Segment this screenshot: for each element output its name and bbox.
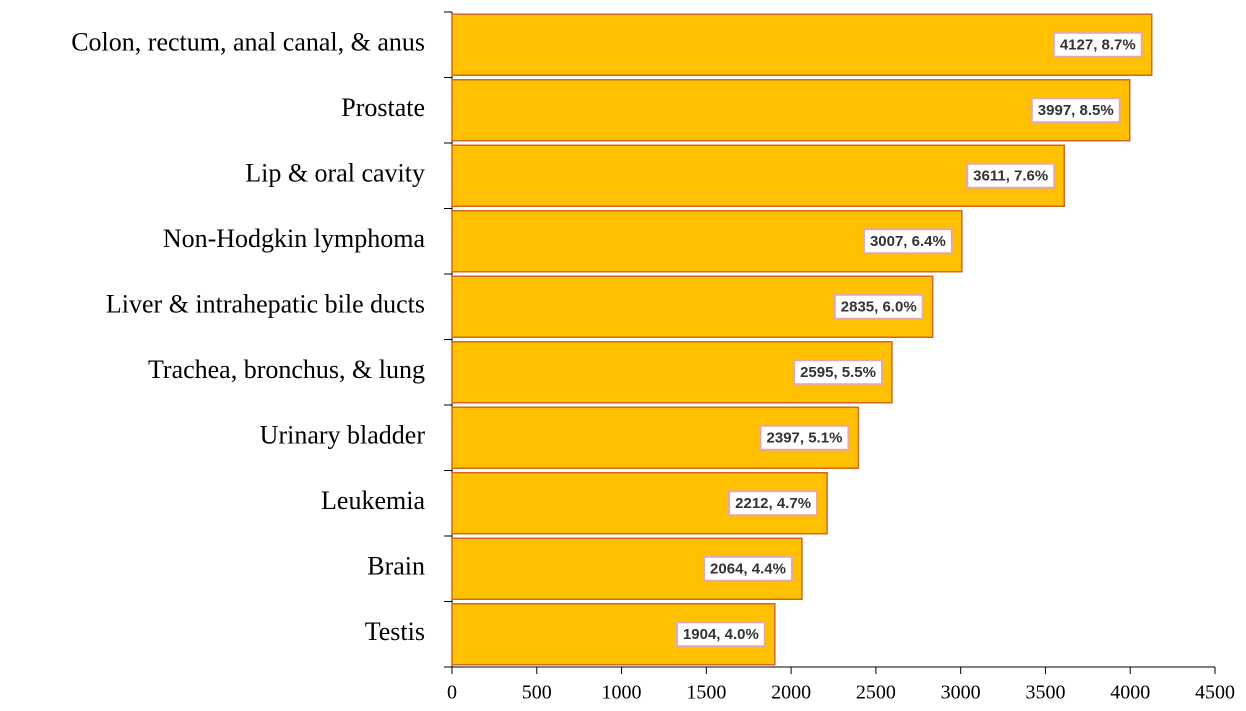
y-tick-label: Liver & intrahepatic bile ducts [106,290,425,319]
value-label: 4127, 8.7% [1060,37,1136,54]
x-tick-label: 2000 [771,682,811,704]
value-label: 3007, 6.4% [870,233,946,250]
x-tick-label: 2500 [856,682,896,704]
value-label-box [793,359,883,386]
y-tick-label: Colon, rectum, anal canal, & anus [71,28,425,57]
value-label: 2064, 4.4% [710,561,786,578]
y-tick-label: Leukemia [321,486,425,515]
x-tick-label: 4500 [1195,682,1235,704]
value-label: 3997, 8.5% [1038,102,1114,119]
y-tick-label: Urinary bladder [260,421,426,450]
value-label-box [1052,31,1143,58]
value-label: 2397, 5.1% [767,430,843,447]
y-tick-label: Brain [367,552,425,581]
y-tick-label: Lip & oral cavity [245,159,425,188]
bar [451,144,1066,207]
x-tick-label: 0 [447,682,457,704]
y-tick-label: Prostate [341,93,425,122]
bar [451,79,1131,142]
value-label-box [833,293,924,320]
x-tick-label: 4000 [1110,682,1150,704]
x-tick-label: 1500 [686,682,726,704]
y-tick-label: Testis [365,617,425,646]
value-label-box [703,555,793,582]
x-tick-label: 1000 [602,682,642,704]
value-label-box [966,162,1056,189]
value-label: 2212, 4.7% [735,495,811,512]
value-label-box [728,490,819,517]
bar [451,13,1153,76]
x-tick-label: 3500 [1025,682,1065,704]
value-label-box [1030,97,1121,124]
x-tick-label: 3000 [941,682,981,704]
value-label: 3611, 7.6% [973,168,1048,185]
value-label: 1904, 4.0% [683,626,759,643]
value-label-box [675,621,766,648]
value-label: 2835, 6.0% [841,299,917,316]
y-tick-label: Trachea, bronchus, & lung [148,355,425,384]
value-label: 2595, 5.5% [800,364,876,381]
y-tick-label: Non-Hodgkin lymphoma [163,224,426,253]
value-label-box [862,228,953,255]
value-label-box [759,424,850,451]
x-tick-label: 500 [522,682,552,704]
